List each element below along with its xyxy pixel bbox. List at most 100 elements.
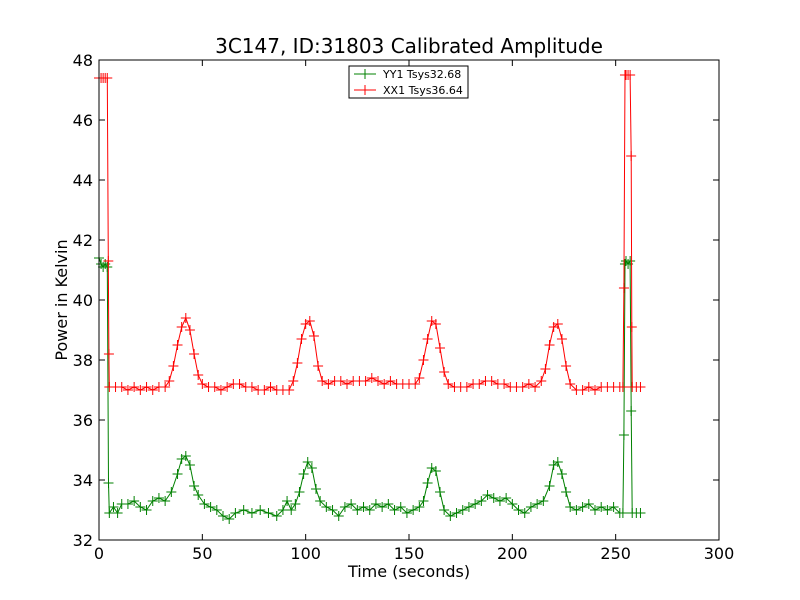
data-point-yy1 [358,502,369,512]
data-point-yy1 [414,502,425,512]
data-point-yy1 [418,496,429,506]
data-point-xx1 [102,73,113,83]
data-point-yy1 [422,478,433,488]
data-point-xx1 [164,376,175,386]
y-tick-label: 48 [73,51,93,70]
data-point-yy1 [544,481,555,491]
data-point-xx1 [499,379,510,389]
data-point-yy1 [224,514,235,524]
data-point-xx1 [360,376,371,386]
data-point-xx1 [317,376,328,386]
data-point-xx1 [292,358,303,368]
data-point-xx1 [418,355,429,365]
y-tick-label: 44 [73,171,93,190]
data-point-yy1 [501,493,512,503]
data-point-yy1 [408,505,419,515]
data-point-yy1 [180,451,191,461]
data-point-xx1 [135,385,146,395]
x-tick-label: 100 [290,544,321,563]
data-point-yy1 [577,502,588,512]
x-tick-label: 0 [94,544,104,563]
data-point-yy1 [346,499,357,509]
data-point-xx1 [180,313,191,323]
data-point-xx1 [556,334,567,344]
data-point-yy1 [184,460,195,470]
data-point-yy1 [364,505,375,515]
data-point-xx1 [414,373,425,383]
data-point-yy1 [205,502,216,512]
data-point-yy1 [172,469,183,479]
data-point-yy1 [189,481,200,491]
data-point-yy1 [635,508,646,518]
x-tick-label: 50 [192,544,212,563]
data-point-xx1 [552,319,563,329]
data-point-xx1 [168,361,179,371]
data-point-yy1 [538,496,549,506]
data-point-yy1 [556,469,567,479]
y-tick-label: 40 [73,291,93,310]
data-point-xx1 [536,376,547,386]
legend-box [348,65,469,99]
data-point-yy1 [476,496,487,506]
y-tick-label: 36 [73,411,93,430]
data-point-yy1 [255,505,266,515]
data-point-xx1 [590,385,600,395]
data-point-xx1 [172,340,183,350]
data-point-xx1 [184,325,195,335]
data-point-xx1 [288,376,299,386]
chart-title: 3C147, ID:31803 Calibrated Amplitude [215,34,603,58]
plot-frame [98,59,720,541]
data-point-yy1 [108,502,119,512]
data-point-xx1 [373,376,383,386]
axis-ticks: 0 50 100 150 200 250 300 32 34 36 38 40 42 44 46 48 [73,51,735,563]
data-point-xx1 [160,382,171,392]
data-point-yy1 [135,502,146,512]
data-point-yy1 [494,496,505,506]
data-point-yy1 [617,508,628,518]
data-point-xx1 [540,364,551,374]
data-point-xx1 [234,379,245,389]
data-point-yy1 [618,430,629,440]
data-point-xx1 [265,382,276,392]
data-point-yy1 [141,505,152,515]
data-point-yy1 [519,508,530,518]
data-point-yy1 [625,256,636,266]
x-tick-label: 250 [600,544,631,563]
data-point-yy1 [565,502,576,512]
data-point-yy1 [377,502,388,512]
data-point-yy1 [263,508,274,518]
data-point-xx1 [626,151,637,161]
data-point-yy1 [311,484,321,494]
legend: YY1 Tsys32.68 XX1 Tsys36.64 [348,65,469,99]
data-point-yy1 [103,478,114,488]
data-point-xx1 [103,256,114,266]
x-tick-label: 150 [394,544,425,563]
data-point-yy1 [160,496,171,506]
data-point-xx1 [583,382,594,392]
data-point-yy1 [488,493,499,503]
data-point-xx1 [259,385,270,395]
x-tick-label: 200 [497,544,528,563]
data-point-xx1 [197,379,208,389]
data-point-xx1 [323,379,334,389]
data-point-yy1 [302,457,313,467]
data-point-yy1 [445,511,456,521]
legend-label: YY1 Tsys32.68 [382,68,461,81]
data-point-yy1 [211,505,222,515]
data-point-xx1 [435,343,445,353]
y-tick-label: 34 [73,471,93,490]
data-point-xx1 [366,373,377,383]
data-point-xx1 [147,385,158,395]
data-point-xx1 [635,382,646,392]
data-point-xx1 [189,349,200,359]
data-point-yy1 [583,499,594,509]
data-point-xx1 [193,370,204,380]
data-point-yy1 [513,505,524,515]
data-point-yy1 [457,505,468,515]
data-point-xx1 [618,283,629,293]
data-point-xx1 [486,376,497,386]
data-point-xx1 [626,322,637,332]
data-point-yy1 [463,502,474,512]
